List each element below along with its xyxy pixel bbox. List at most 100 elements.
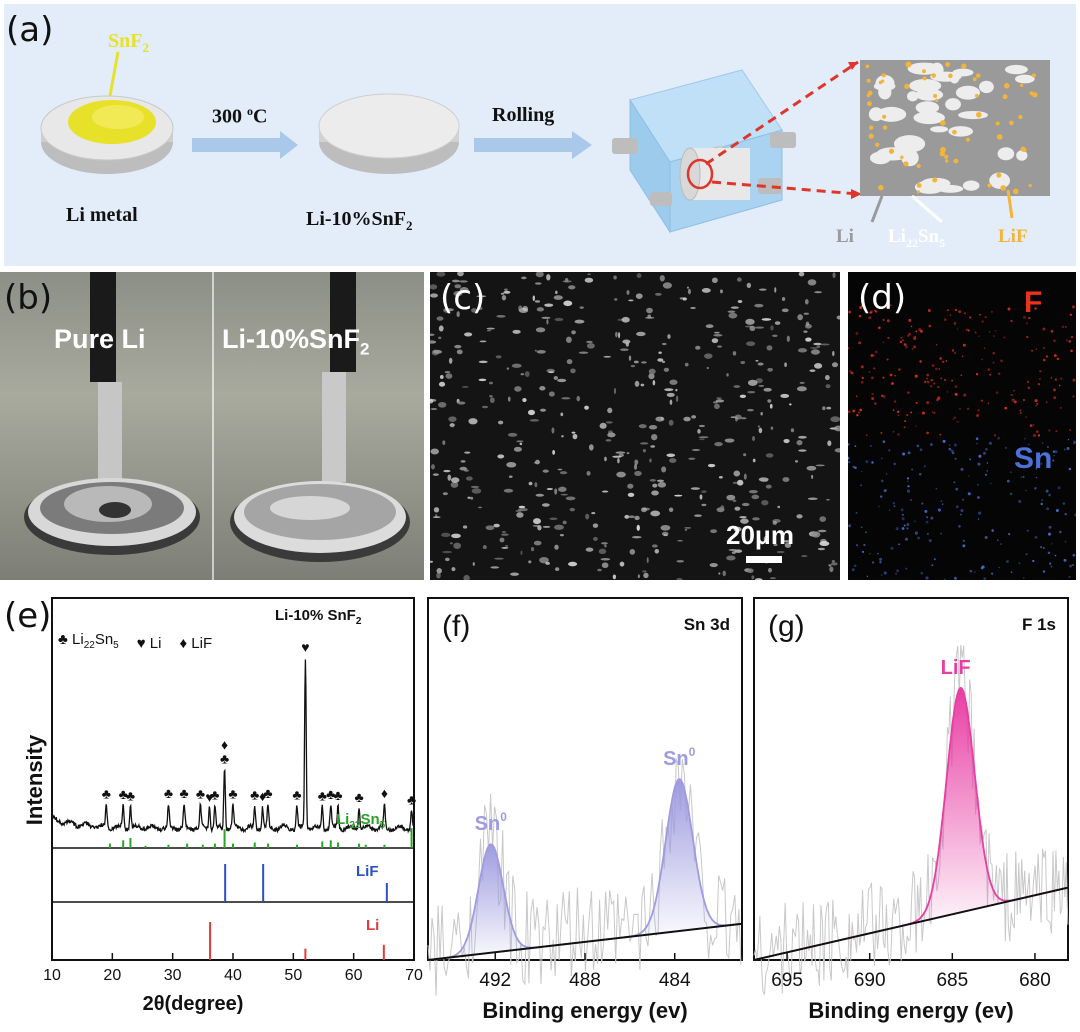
sem-grain [809,369,816,372]
sem-grain [535,327,546,333]
sem-grain [755,378,763,384]
eds-f-dot [952,418,955,421]
sem-grain [522,305,528,311]
lif-particle [888,148,895,154]
xps-peak-label: LiF [941,657,971,679]
rolling-mill [612,69,796,234]
eds-sn-dot [892,502,896,505]
sem-grain [521,276,527,280]
sem-grain [501,294,507,301]
sem-grain [706,366,709,370]
eds-f-dot [1045,355,1049,358]
eds-sn-dot [1072,442,1075,445]
y-axis-label: Intensity [22,734,47,825]
sem-grain [758,288,767,291]
xps-peak-fill [904,687,1017,926]
sem-grain [776,550,785,554]
li22sn5-domain [945,98,961,111]
eds-sn-dot [904,537,908,541]
sem-grain [519,442,523,446]
sem-grain [482,545,487,550]
eds-f-dot [929,384,933,388]
sem-grain [747,390,756,394]
sem-grain [711,338,719,344]
sem-grain [662,342,667,346]
sem-grain [833,425,840,432]
eds-sn-dot [860,484,863,487]
sem-grain [722,570,726,577]
sem-grain [634,515,640,521]
eds-f-dot [939,433,942,436]
sem-grain [524,371,530,377]
sem-grain [813,342,822,346]
eds-f-dot [896,410,900,414]
eds-sn-dot [885,473,888,475]
eds-f-dot [880,431,883,434]
eds-f-dot [938,368,941,370]
sem-grain [628,515,635,519]
eds-f-dot [910,325,913,328]
eds-f-dot [850,371,854,375]
sem-grain [690,307,696,309]
legend-lif: LiF [998,226,1028,247]
eds-sn-dot [1067,438,1070,441]
eds-f-dot [897,433,900,436]
eds-sn-dot [960,467,964,471]
eds-f-dot [1037,434,1041,437]
eds-sn-dot [883,571,887,575]
lif-particle [905,61,912,68]
eds-sn-dot [1022,577,1025,579]
sem-grain [500,292,505,295]
peak-marker: ♦ [221,736,228,752]
eds-f-dot [1053,388,1056,392]
sem-grain [605,439,612,442]
eds-f-dot [953,321,957,325]
x-tick-label: 60 [345,967,363,984]
sem-grain [451,533,461,539]
lif-particle [1020,83,1024,88]
eds-sn-dot [977,462,981,466]
peak-marker: ♦ [259,788,266,804]
sem-grain [635,293,643,299]
sem-grain [518,505,526,509]
eds-f-dot [907,334,910,337]
lif-particle [976,111,982,118]
sem-grain [432,516,441,519]
sem-grain [749,325,756,332]
sem-grain [737,300,743,304]
eds-sn-dot [895,527,899,531]
eds-sn-dot [1063,558,1067,562]
eds-sn-dot [853,564,857,568]
x-axis-label: 2θ(degree) [143,993,244,1015]
li22sn5-domain [979,80,994,94]
eds-f-dot [907,391,910,394]
sem-grain [761,318,772,321]
eds-f-dot [1068,429,1072,432]
eds-f-dot [1055,430,1058,433]
peak-marker: ♣ [126,788,135,804]
eds-sn-dot [1054,554,1057,557]
lif-particle [944,154,949,159]
eds-sn-dot [1069,564,1073,568]
sem-grain [668,507,674,512]
eds-sn-dot [1068,467,1072,471]
eds-f-dot [981,358,984,361]
eds-f-dot [921,411,925,415]
eds-sn-dot [851,568,855,572]
sem-grain [549,517,558,521]
sem-grain [451,425,455,428]
eds-f-dot [1059,406,1062,409]
eds-sn-dot [1052,459,1055,462]
eds-f-dot [897,414,900,417]
eds-sn-dot [917,536,920,540]
xps-title: F 1s [1022,615,1056,634]
sem-grain [714,403,720,410]
eds-sn-dot [914,531,918,535]
sem-grain [634,470,642,476]
sem-grain [699,494,703,500]
eds-sn-dot [911,468,913,471]
eds-f-dot [848,346,850,350]
sem-grain [829,566,834,573]
panel-d-eds [848,272,1076,580]
eds-f-dot [964,312,967,315]
